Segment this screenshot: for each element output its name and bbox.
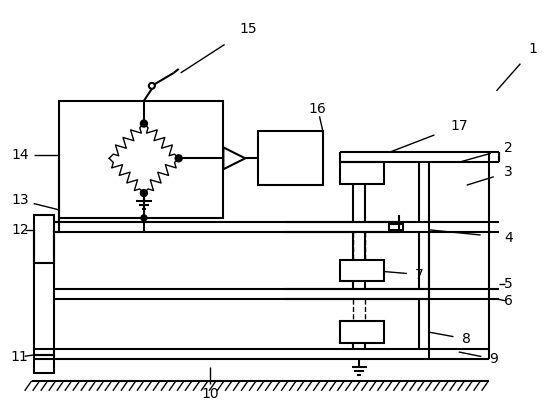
Text: 11: 11 [11, 350, 28, 364]
Text: 3: 3 [504, 165, 513, 179]
Text: 4: 4 [504, 231, 513, 245]
Text: 12: 12 [11, 223, 28, 237]
Bar [389, 224, 403, 230]
Bar [340, 260, 384, 282]
Text: 16: 16 [309, 102, 326, 115]
Text: 15: 15 [239, 22, 257, 36]
Text: 8: 8 [462, 332, 471, 346]
Bar [340, 321, 384, 343]
Bar [340, 162, 384, 184]
Text: 2: 2 [504, 141, 513, 155]
Text: 13: 13 [11, 193, 28, 207]
Bar [258, 131, 323, 185]
Polygon shape [223, 148, 245, 169]
Text: 10: 10 [201, 387, 219, 401]
Circle shape [141, 215, 147, 221]
Bar [60, 101, 223, 218]
Text: 1: 1 [529, 42, 538, 56]
Bar [33, 355, 54, 373]
Circle shape [141, 189, 147, 196]
Bar [33, 215, 54, 263]
Circle shape [141, 120, 147, 127]
Circle shape [175, 155, 182, 162]
Text: 6: 6 [504, 294, 513, 308]
Circle shape [149, 83, 155, 89]
Text: 7: 7 [415, 268, 424, 282]
Text: 14: 14 [11, 148, 28, 162]
Text: 5: 5 [504, 277, 513, 291]
Text: 17: 17 [450, 118, 468, 132]
Text: 9: 9 [489, 352, 498, 366]
